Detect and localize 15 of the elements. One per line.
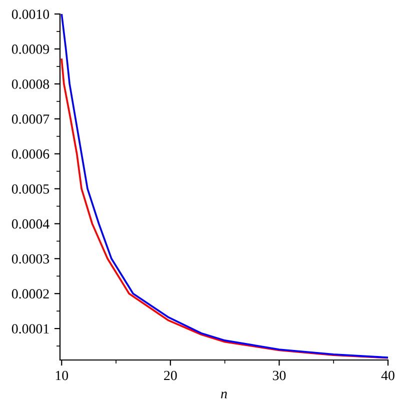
x-tick-label: 30 <box>272 370 286 380</box>
x-axis-title: n <box>221 392 227 398</box>
y-tick-label: 0.0008 <box>12 79 50 89</box>
y-tick-label: 0.0006 <box>12 149 50 159</box>
y-tick-label: 0.0010 <box>12 10 50 20</box>
y-tick-label: 0.0009 <box>12 44 50 54</box>
x-tick-label: 40 <box>381 370 394 380</box>
y-tick-label: 0.0003 <box>12 254 50 264</box>
y-tick-label: 0.0005 <box>12 184 50 194</box>
y-tick-label: 0.0002 <box>12 289 49 299</box>
y-tick-label: 0.0004 <box>12 219 50 229</box>
x-tick-label: 10 <box>56 370 68 380</box>
y-tick-label: 0.0007 <box>12 114 50 124</box>
x-tick-label: 20 <box>164 370 177 380</box>
y-tick-label: 0.0001 <box>12 324 49 334</box>
